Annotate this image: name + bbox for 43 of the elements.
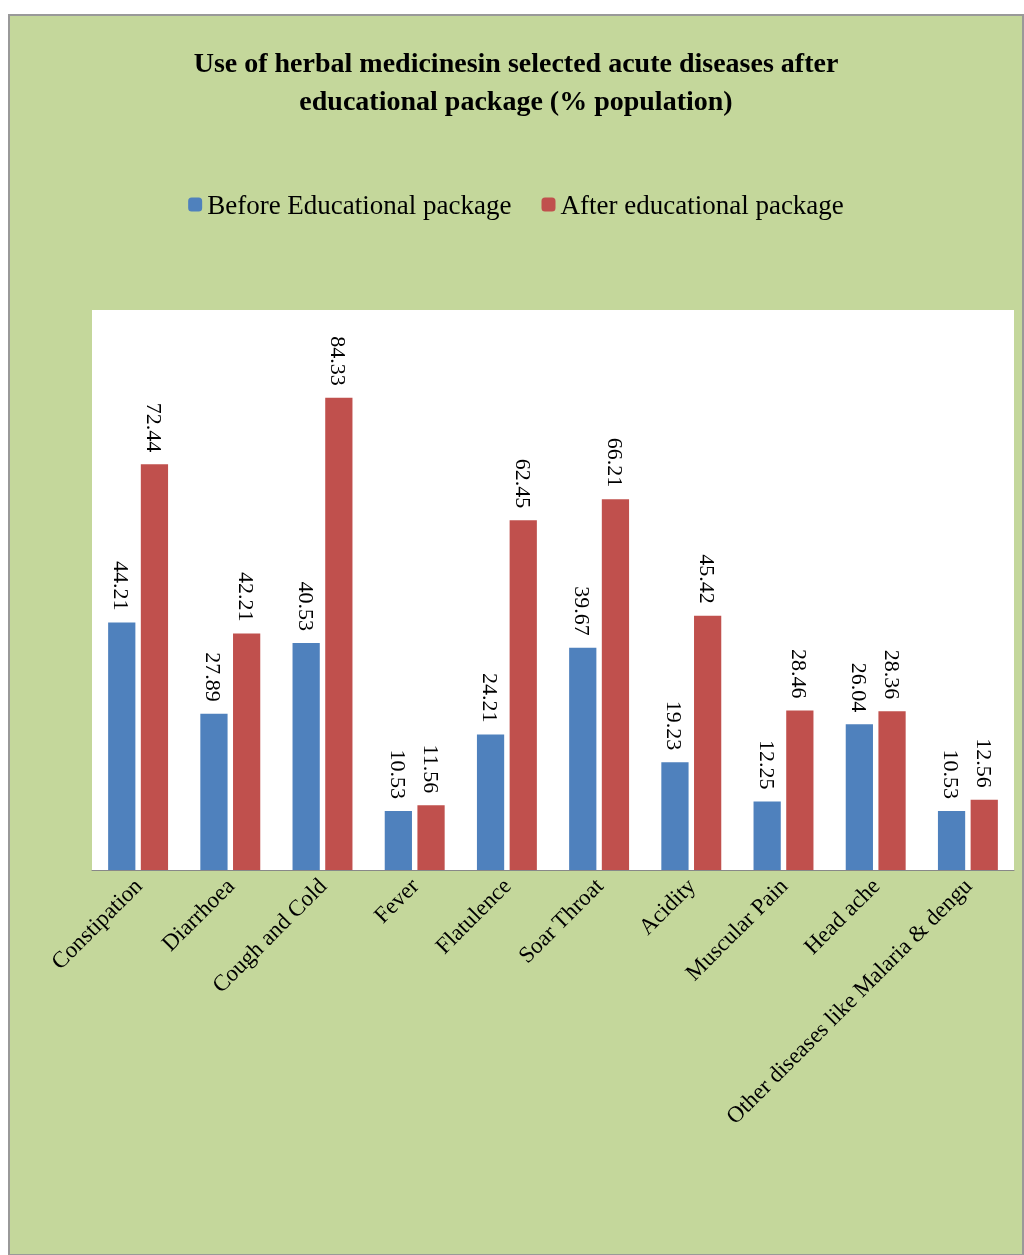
data-label: 62.45 bbox=[510, 458, 536, 509]
data-label: 42.21 bbox=[234, 572, 260, 622]
data-label: 19.23 bbox=[662, 700, 688, 751]
data-label: 28.46 bbox=[787, 649, 813, 699]
bar bbox=[292, 643, 320, 870]
bar bbox=[384, 811, 412, 870]
data-label: 40.53 bbox=[293, 581, 319, 632]
data-label: 45.42 bbox=[695, 554, 721, 604]
data-label: 24.21 bbox=[478, 672, 504, 723]
bar bbox=[325, 397, 353, 870]
data-label: 10.53 bbox=[939, 749, 965, 800]
bar bbox=[200, 713, 228, 870]
bar bbox=[476, 734, 505, 870]
data-label: 27.89 bbox=[201, 652, 227, 702]
data-label: 10.53 bbox=[385, 749, 411, 800]
data-label: 39.67 bbox=[570, 586, 596, 636]
bar bbox=[753, 801, 781, 870]
bar bbox=[878, 711, 906, 870]
data-label: 72.44 bbox=[141, 402, 167, 453]
bar bbox=[569, 647, 597, 870]
data-label: 12.25 bbox=[754, 739, 780, 790]
bar bbox=[601, 499, 630, 870]
bar bbox=[509, 520, 537, 870]
bar bbox=[970, 799, 998, 870]
data-label: 26.04 bbox=[846, 662, 872, 713]
data-label: 12.56 bbox=[971, 738, 997, 788]
legend-label: Before Educational package bbox=[207, 189, 512, 220]
bar bbox=[694, 615, 722, 870]
data-label: 11.56 bbox=[418, 744, 444, 794]
data-label: 28.36 bbox=[879, 649, 905, 700]
legend-label: After educational package bbox=[560, 189, 844, 220]
bar bbox=[140, 464, 169, 870]
bar bbox=[233, 633, 261, 870]
bar bbox=[786, 710, 814, 870]
bar bbox=[937, 811, 966, 870]
data-label: 44.21 bbox=[109, 560, 135, 611]
bar bbox=[417, 805, 445, 870]
bar bbox=[661, 762, 689, 870]
chart-title: Use of herbal medicinesin selected acute diseases after educational package (% population) bbox=[193, 46, 839, 116]
bar bbox=[108, 622, 136, 870]
data-label: 84.33 bbox=[326, 336, 352, 386]
bar bbox=[845, 724, 873, 870]
data-label: 66.21 bbox=[602, 437, 628, 488]
